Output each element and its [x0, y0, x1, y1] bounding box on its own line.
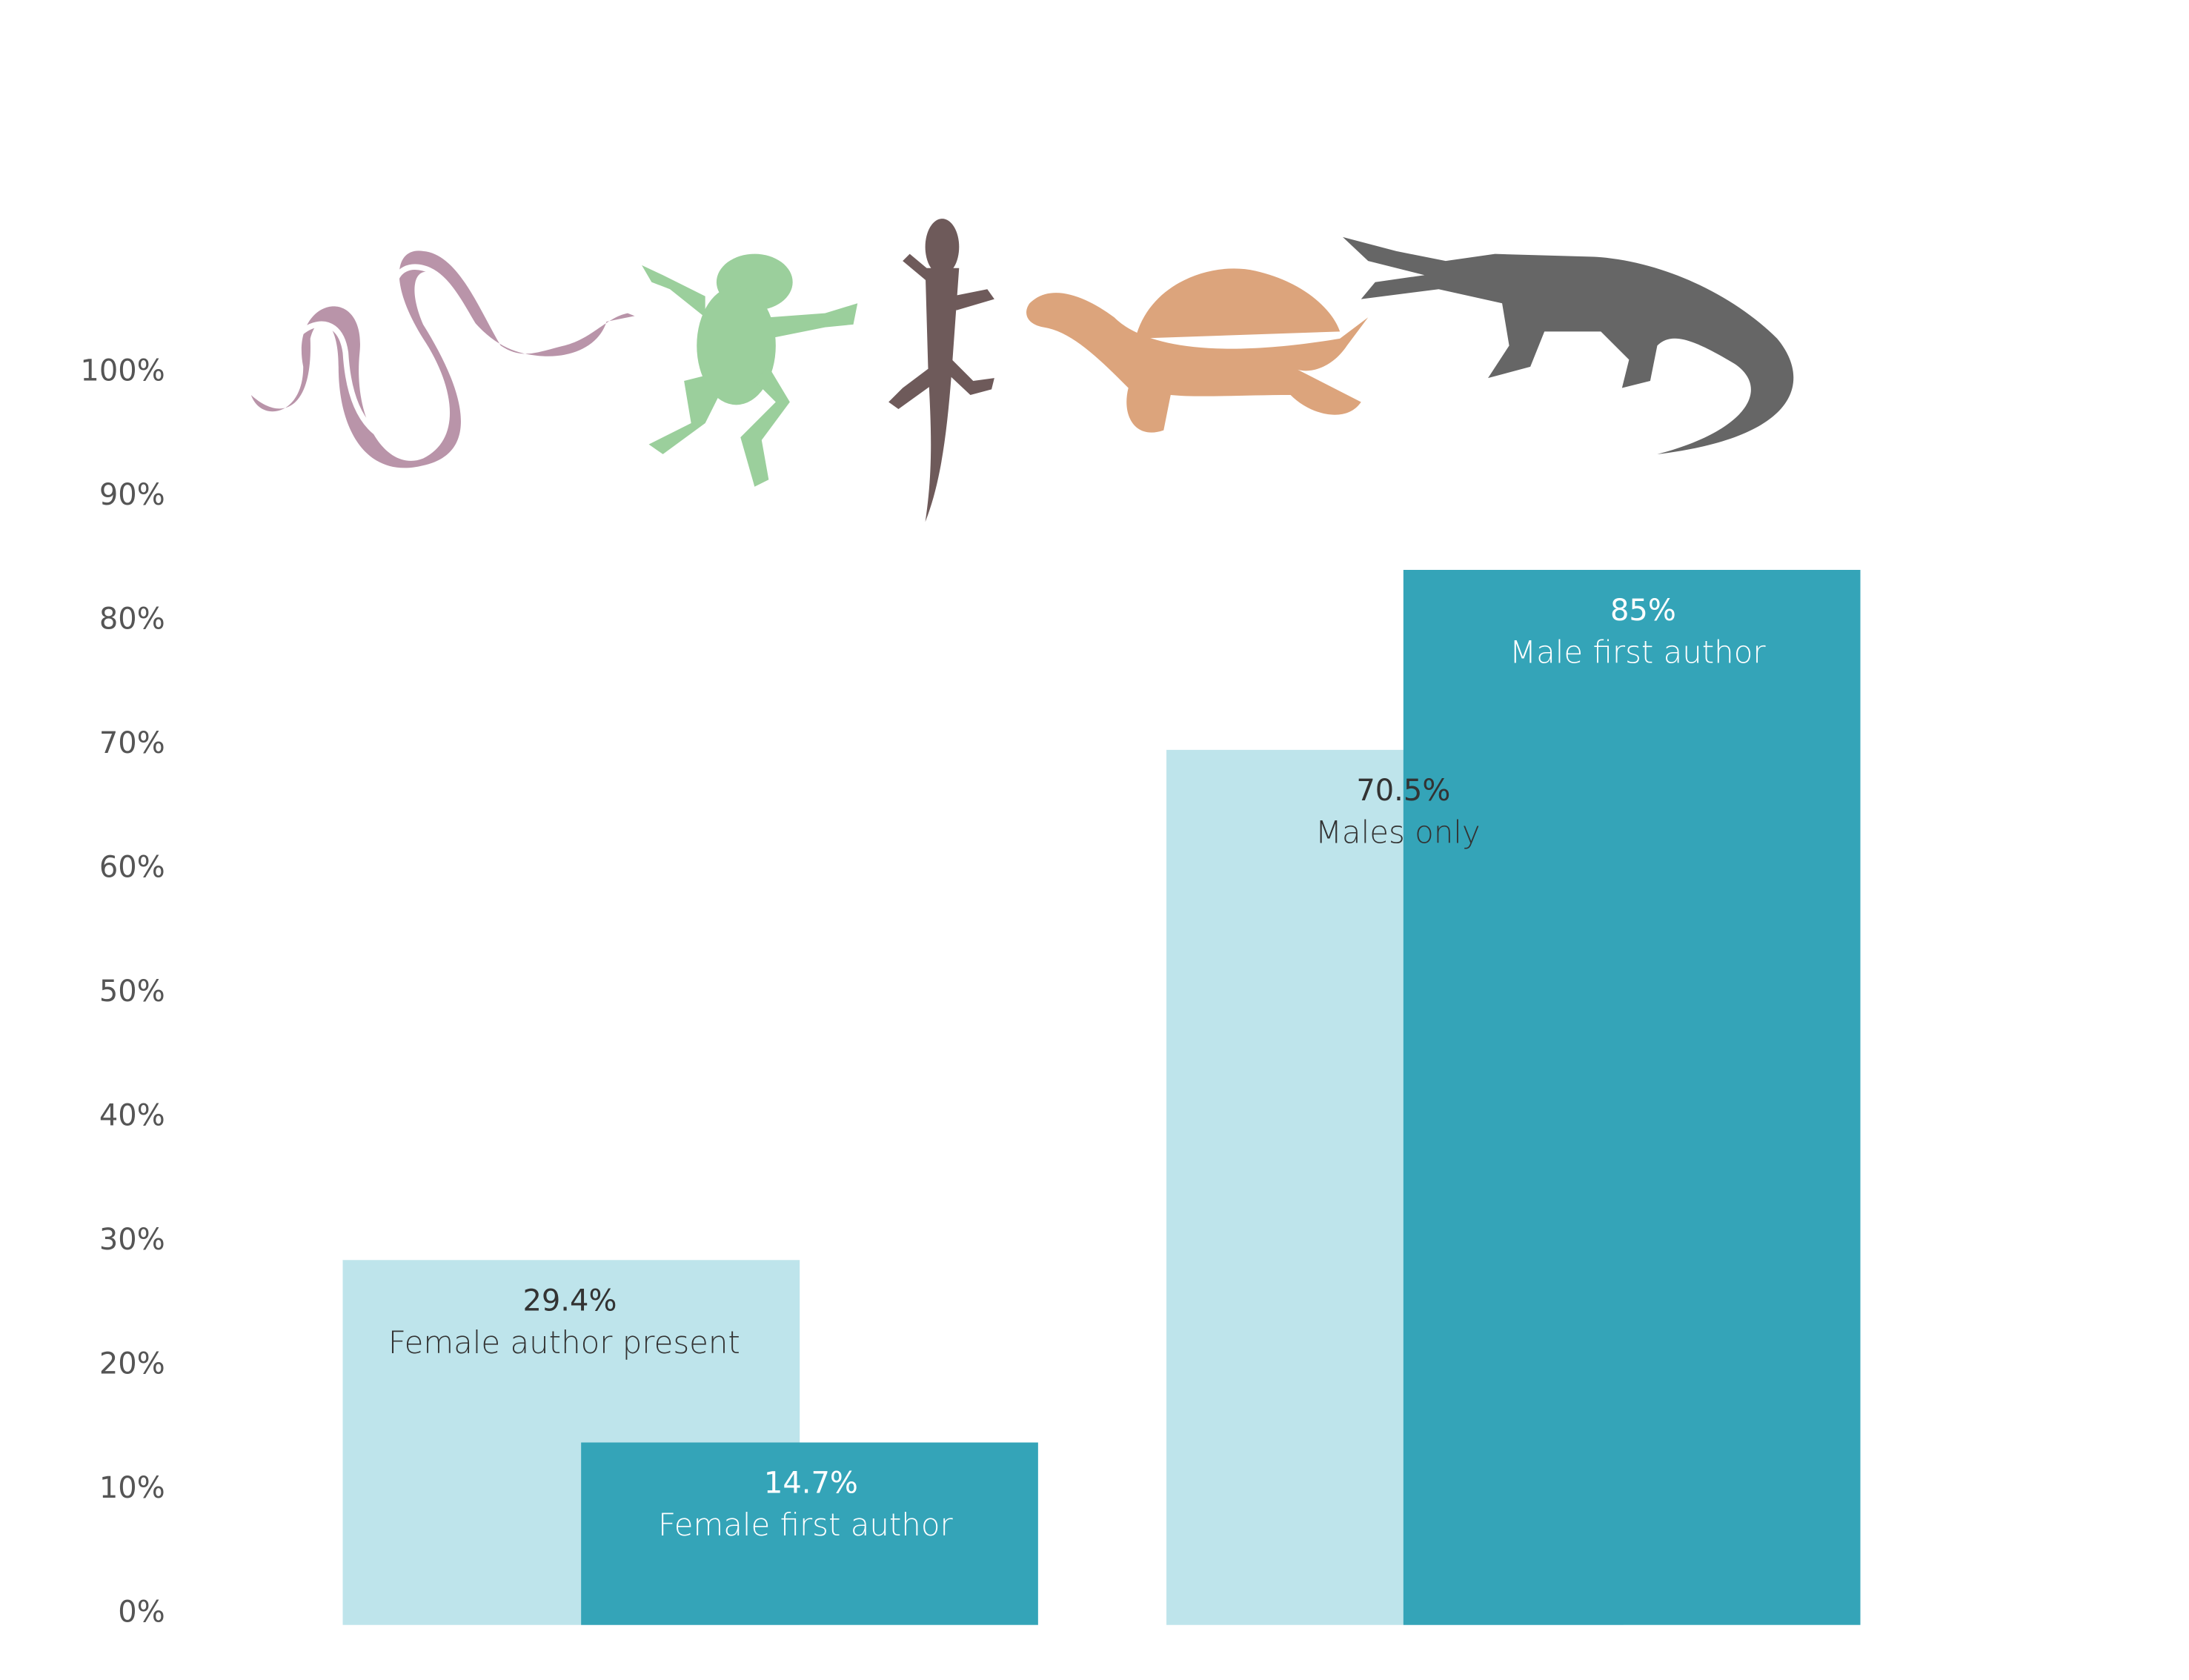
value-label: 70.5% — [1356, 774, 1450, 808]
animal-icons — [250, 219, 1794, 522]
plot-area: 0% 10% 20% 30% 40% 50% 60% 70% 80% 90% 100% 29.4% Fe… — [80, 354, 1861, 1629]
snake-pattern — [279, 264, 489, 445]
y-tick-label: 0% — [118, 1595, 165, 1629]
value-label: 85% — [1610, 594, 1676, 628]
y-tick-label: 20% — [99, 1347, 165, 1381]
bar-label: Male first author — [1509, 634, 1766, 671]
y-tick-label: 30% — [99, 1223, 165, 1257]
frog-icon — [642, 253, 858, 487]
crocodile-icon — [1342, 236, 1794, 454]
y-tick-label: 70% — [99, 726, 165, 760]
bar — [581, 1442, 1038, 1625]
y-tick-label: 80% — [99, 602, 165, 637]
value-label: 14.7% — [764, 1467, 858, 1501]
y-tick-label: 10% — [99, 1471, 165, 1505]
bar-label: Female author present — [388, 1324, 740, 1361]
y-tick-label: 100% — [80, 354, 165, 388]
value-label: 29.4% — [522, 1284, 617, 1318]
snake-icon — [250, 250, 635, 468]
y-tick-label: 60% — [99, 851, 165, 885]
bar-label: Males only — [1315, 814, 1481, 851]
y-tick-label: 50% — [99, 975, 165, 1009]
y-tick-label: 90% — [99, 478, 165, 512]
bar — [1403, 570, 1861, 1625]
y-tick-label: 40% — [99, 1099, 165, 1133]
turtle-icon — [1026, 268, 1369, 433]
gecko-icon — [888, 219, 994, 522]
bar-label: Female first author — [658, 1507, 953, 1543]
